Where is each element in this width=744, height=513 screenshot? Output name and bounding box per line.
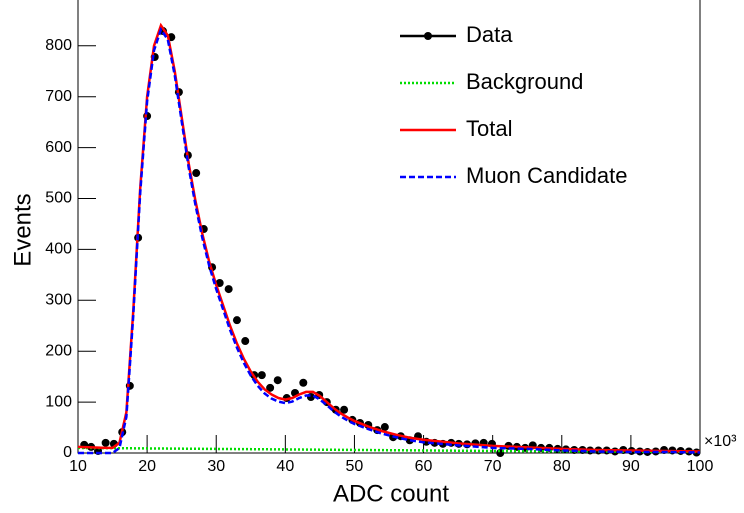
data-point xyxy=(380,423,389,432)
data-point xyxy=(299,378,308,387)
x-tick-label: 20 xyxy=(138,458,156,475)
curve xyxy=(78,26,701,455)
data-point xyxy=(340,405,349,414)
x-tick-label: 70 xyxy=(484,458,502,475)
plot-frame xyxy=(77,0,701,454)
data-point xyxy=(232,316,241,325)
y-tick-label: 800 xyxy=(45,37,72,54)
y-tick-label: 100 xyxy=(45,393,72,410)
curve xyxy=(77,22,701,453)
x-tick-label: 40 xyxy=(276,458,294,475)
y-tick-label: 700 xyxy=(45,88,72,105)
data-point xyxy=(224,285,233,294)
legend-label: Data xyxy=(466,22,513,47)
data-point xyxy=(215,278,224,287)
x-axis-label: ADC count xyxy=(333,480,449,507)
y-tick-label: 500 xyxy=(45,190,72,207)
data-point xyxy=(101,438,110,447)
x-tick-label: 100 xyxy=(687,458,714,475)
data-point xyxy=(241,337,250,346)
y-tick-label: 300 xyxy=(45,292,72,309)
data-point xyxy=(273,376,282,385)
legend-marker xyxy=(424,32,432,40)
x-tick-label: 60 xyxy=(415,458,433,475)
x-multiplier: ×10³ xyxy=(704,433,737,450)
x-tick-label: 50 xyxy=(346,458,364,475)
legend-label: Total xyxy=(466,116,512,141)
y-tick-label: 400 xyxy=(45,241,72,258)
data-point xyxy=(192,169,201,178)
x-tick-label: 80 xyxy=(553,458,571,475)
y-tick-label: 200 xyxy=(45,342,72,359)
y-axis-label: Events xyxy=(9,193,36,266)
x-tick-label: 10 xyxy=(69,458,87,475)
x-tick-label: 30 xyxy=(207,458,225,475)
y-tick-label: 600 xyxy=(45,139,72,156)
legend-label: Background xyxy=(466,69,583,94)
legend-label: Muon Candidate xyxy=(466,163,627,188)
data-point xyxy=(257,371,266,380)
data-point xyxy=(266,383,275,392)
x-tick-label: 90 xyxy=(622,458,640,475)
y-tick-label: 0 xyxy=(63,444,72,461)
